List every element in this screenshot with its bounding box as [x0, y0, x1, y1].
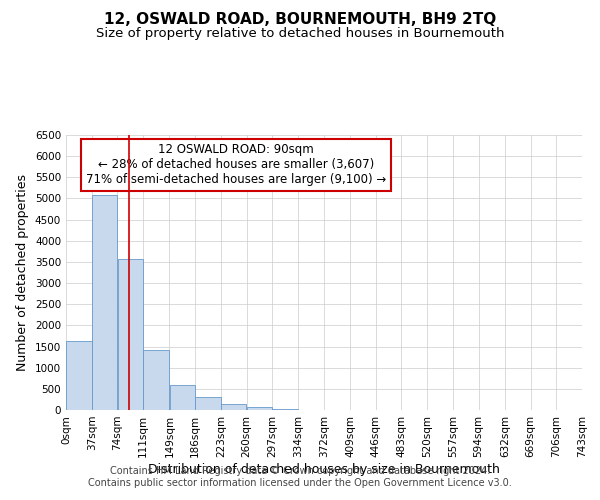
Bar — [92, 195, 117, 410]
Text: Contains HM Land Registry data © Crown copyright and database right 2024.
Contai: Contains HM Land Registry data © Crown c… — [88, 466, 512, 487]
Bar — [170, 385, 195, 410]
Bar — [143, 350, 169, 410]
Bar — [66, 342, 92, 410]
Bar — [247, 407, 272, 410]
Bar — [118, 258, 143, 410]
Text: 12, OSWALD ROAD, BOURNEMOUTH, BH9 2TQ: 12, OSWALD ROAD, BOURNEMOUTH, BH9 2TQ — [104, 12, 496, 28]
X-axis label: Distribution of detached houses by size in Bournemouth: Distribution of detached houses by size … — [148, 462, 500, 475]
Text: 12 OSWALD ROAD: 90sqm
← 28% of detached houses are smaller (3,607)
71% of semi-d: 12 OSWALD ROAD: 90sqm ← 28% of detached … — [86, 143, 386, 186]
Bar — [221, 404, 247, 410]
Bar — [196, 398, 221, 410]
Text: Size of property relative to detached houses in Bournemouth: Size of property relative to detached ho… — [96, 28, 504, 40]
Y-axis label: Number of detached properties: Number of detached properties — [16, 174, 29, 371]
Bar — [272, 408, 298, 410]
